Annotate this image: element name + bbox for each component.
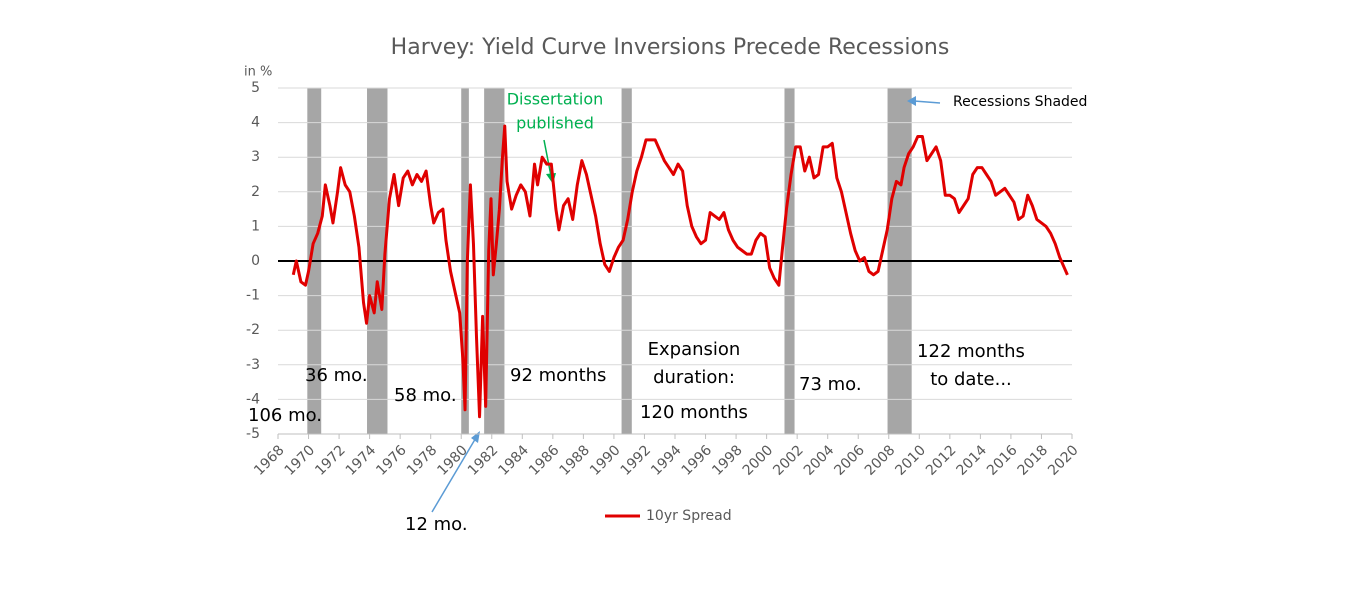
annotation: to date... — [930, 369, 1012, 390]
y-tick-label: -2 — [246, 322, 260, 338]
x-tick-label: 2016 — [984, 442, 1021, 479]
y-tick-label: 1 — [251, 218, 260, 234]
arrow — [543, 139, 552, 177]
y-axis-label: in % — [244, 65, 272, 80]
annotation: Expansion — [648, 339, 741, 360]
annotation: 120 months — [640, 402, 748, 423]
y-tick-label: -1 — [246, 288, 260, 304]
x-tick-label: 1984 — [495, 442, 532, 479]
annotation: 106 mo. — [248, 405, 322, 426]
x-tick-label: 1972 — [312, 442, 349, 479]
x-tick-label: 1986 — [526, 442, 563, 479]
x-tick-label: 1980 — [434, 442, 471, 479]
series-line — [291, 124, 1069, 419]
x-tick-label: 1974 — [343, 442, 380, 479]
y-tick-label: 3 — [251, 149, 260, 165]
x-tick-label: 2008 — [862, 442, 899, 479]
x-tick-label: 2010 — [892, 442, 929, 479]
x-tick-label: 2014 — [954, 442, 991, 479]
x-tick-label: 1992 — [618, 442, 655, 479]
annotation: 73 mo. — [799, 374, 862, 395]
annotation: Recessions Shaded — [953, 94, 1087, 110]
y-tick-label: 2 — [251, 184, 260, 200]
x-tick-label: 2006 — [831, 442, 868, 479]
y-tick-label: 5 — [251, 80, 260, 96]
x-tick-label: 1976 — [373, 442, 410, 479]
arrowhead — [907, 96, 916, 106]
x-tick-label: 2004 — [801, 442, 838, 479]
x-tick-label: 1988 — [557, 442, 594, 479]
y-tick-label: -4 — [246, 391, 260, 407]
annotation: 122 months — [917, 341, 1025, 362]
y-tick-label: -3 — [246, 357, 260, 373]
annotation: 58 mo. — [394, 385, 457, 406]
chart-title: Harvey: Yield Curve Inversions Precede R… — [391, 35, 950, 60]
annotation: duration: — [653, 367, 735, 388]
x-tick-label: 1970 — [282, 442, 319, 479]
x-tick-label: 2020 — [1045, 442, 1082, 479]
arrowhead — [471, 431, 480, 443]
annotation: Dissertation — [507, 90, 604, 109]
annotation: published — [516, 114, 594, 133]
x-tick-label: 1978 — [404, 442, 441, 479]
x-tick-label: 2000 — [740, 442, 777, 479]
x-tick-label: 1968 — [251, 442, 288, 479]
y-tick-label: -5 — [246, 426, 260, 442]
x-tick-label: 2012 — [923, 442, 960, 479]
x-tick-label: 2002 — [770, 442, 807, 479]
x-tick-label: 1990 — [587, 442, 624, 479]
annotation: 36 mo. — [305, 365, 368, 386]
x-tick-label: 1994 — [648, 442, 685, 479]
annotation: 12 mo. — [405, 514, 468, 535]
y-tick-label: 0 — [251, 253, 260, 269]
arrow — [431, 435, 478, 513]
x-tick-label: 1998 — [709, 442, 746, 479]
y-tick-label: 4 — [251, 115, 260, 131]
x-tick-label: 1996 — [679, 442, 716, 479]
annotation: 92 months — [510, 365, 606, 386]
x-tick-label: 2018 — [1015, 442, 1052, 479]
arrow — [913, 100, 941, 104]
legend-label: 10yr Spread — [646, 508, 732, 524]
